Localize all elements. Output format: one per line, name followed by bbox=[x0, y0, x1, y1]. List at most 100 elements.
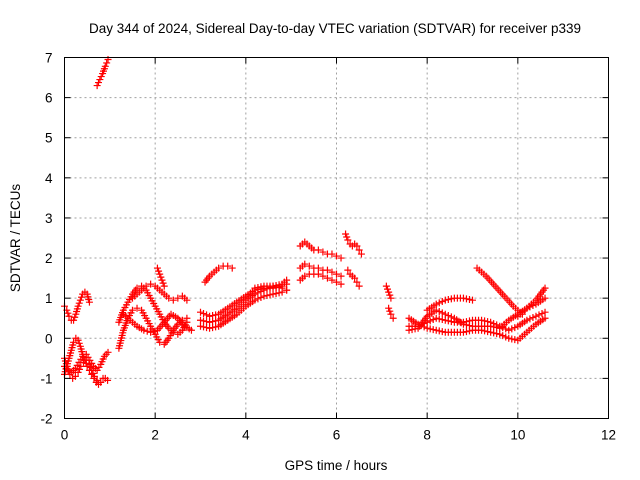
data-point bbox=[323, 266, 331, 274]
data-point bbox=[462, 321, 470, 329]
data-point bbox=[257, 293, 265, 301]
data-point bbox=[93, 82, 101, 90]
data-point bbox=[462, 328, 470, 336]
y-tick-label: 6 bbox=[45, 91, 53, 106]
data-point bbox=[203, 311, 211, 319]
data-point bbox=[508, 325, 516, 333]
data-point bbox=[157, 273, 165, 281]
data-point bbox=[64, 309, 72, 317]
data-point bbox=[209, 312, 217, 320]
data-point bbox=[79, 352, 87, 360]
data-point bbox=[228, 264, 236, 272]
data-point bbox=[150, 327, 158, 335]
data-point bbox=[212, 317, 220, 325]
data-point bbox=[101, 62, 109, 70]
data-point bbox=[78, 293, 85, 301]
data-point bbox=[70, 316, 78, 324]
y-tick-label: 2 bbox=[45, 251, 53, 266]
grid-lines bbox=[64, 57, 609, 419]
data-point bbox=[429, 316, 437, 324]
data-point bbox=[224, 262, 232, 270]
data-point bbox=[159, 279, 167, 287]
data-point bbox=[387, 310, 395, 318]
data-point bbox=[438, 309, 446, 317]
data-point bbox=[203, 318, 211, 326]
data-point bbox=[435, 327, 443, 335]
data-point bbox=[529, 314, 537, 322]
data-point bbox=[447, 295, 455, 303]
data-point bbox=[438, 328, 446, 336]
data-point bbox=[333, 270, 340, 278]
data-point bbox=[493, 324, 501, 332]
data-point bbox=[74, 302, 82, 310]
data-point bbox=[423, 324, 431, 332]
data-point bbox=[511, 336, 519, 344]
data-point bbox=[206, 324, 214, 332]
data-point bbox=[305, 262, 313, 270]
data-point bbox=[75, 339, 83, 347]
data-point bbox=[251, 290, 259, 298]
data-point bbox=[459, 294, 467, 302]
data-point bbox=[66, 370, 74, 378]
data-point bbox=[85, 298, 93, 306]
data-point bbox=[257, 283, 265, 291]
data-point bbox=[386, 291, 394, 299]
data-point bbox=[206, 312, 214, 320]
data-point bbox=[129, 306, 136, 314]
data-point bbox=[169, 296, 177, 304]
data-point bbox=[432, 306, 440, 314]
data-point bbox=[200, 317, 208, 325]
data-point bbox=[465, 322, 473, 330]
data-point bbox=[206, 318, 214, 326]
data-point bbox=[183, 296, 191, 304]
data-point bbox=[95, 79, 102, 87]
series-morning-c bbox=[119, 310, 195, 336]
data-point bbox=[75, 299, 83, 307]
data-point bbox=[384, 285, 391, 293]
data-point bbox=[197, 308, 204, 316]
data-point bbox=[459, 320, 467, 328]
series-peak-a bbox=[296, 238, 345, 262]
y-tick-label: 5 bbox=[45, 131, 53, 146]
data-point bbox=[97, 378, 105, 386]
data-point bbox=[156, 338, 164, 346]
data-point bbox=[263, 291, 271, 299]
data-point bbox=[353, 278, 361, 286]
data-point bbox=[355, 282, 363, 290]
data-point bbox=[351, 274, 359, 282]
data-point bbox=[283, 276, 291, 284]
data-point bbox=[541, 284, 549, 292]
data-point bbox=[269, 282, 277, 290]
data-point bbox=[140, 326, 148, 334]
data-point bbox=[344, 266, 352, 274]
data-point bbox=[529, 302, 537, 310]
data-point bbox=[342, 230, 350, 238]
series-early-arc-d bbox=[61, 354, 101, 384]
data-point bbox=[343, 233, 351, 241]
data-point bbox=[459, 328, 467, 336]
data-point bbox=[147, 280, 155, 288]
series-peak-b bbox=[296, 270, 345, 288]
data-point bbox=[156, 270, 164, 278]
data-point bbox=[275, 283, 283, 291]
data-point bbox=[432, 300, 440, 308]
series-morning-a bbox=[115, 304, 191, 352]
data-point bbox=[385, 304, 393, 312]
data-point bbox=[174, 294, 182, 302]
data-point bbox=[319, 248, 327, 256]
data-point bbox=[526, 315, 534, 323]
data-point bbox=[469, 296, 476, 304]
data-point bbox=[337, 280, 345, 288]
y-tick-label: 3 bbox=[45, 211, 53, 226]
data-point bbox=[429, 326, 437, 334]
data-point bbox=[88, 366, 96, 374]
series-isolated-b bbox=[385, 304, 397, 322]
data-point bbox=[432, 314, 440, 322]
data-point bbox=[462, 295, 470, 303]
data-point bbox=[74, 368, 82, 376]
y-tick-label: 1 bbox=[45, 291, 53, 306]
data-point bbox=[160, 282, 168, 290]
data-point bbox=[385, 288, 393, 296]
